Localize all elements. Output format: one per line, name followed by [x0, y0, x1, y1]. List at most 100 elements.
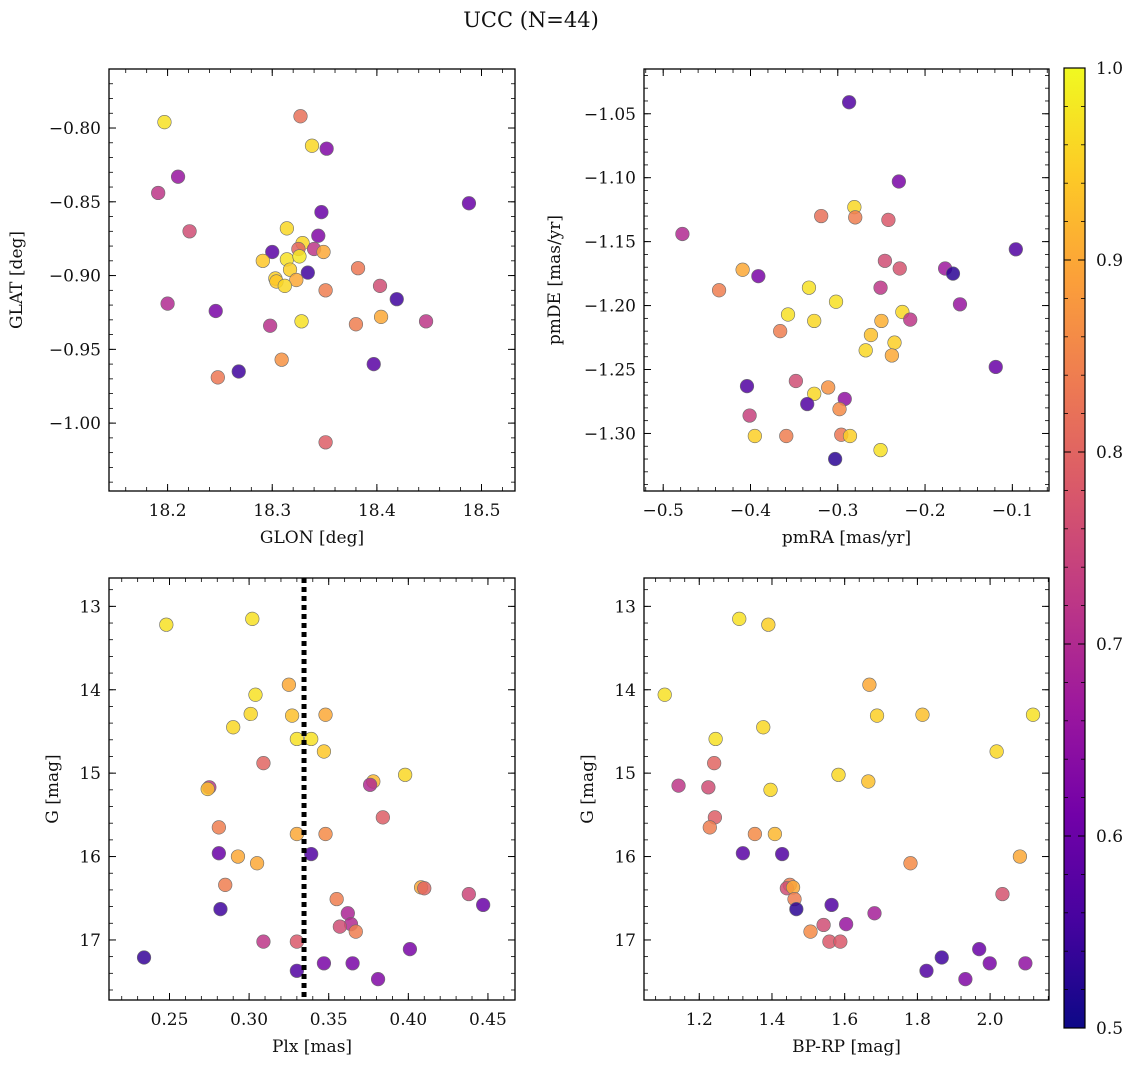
- data-point: [877, 253, 893, 268]
- data-point: [945, 266, 961, 281]
- data-point: [821, 380, 836, 395]
- y-tick-label: 13: [614, 597, 636, 617]
- x-tick-label: 18.5: [463, 501, 501, 521]
- data-point: [807, 313, 822, 329]
- data-point: [417, 881, 432, 896]
- data-point: [182, 224, 197, 239]
- data-point: [903, 312, 918, 327]
- data-point: [292, 249, 307, 264]
- data-point: [248, 687, 263, 702]
- x-tick-label: 18.2: [149, 501, 187, 521]
- data-point: [211, 846, 226, 861]
- data-point: [1008, 242, 1023, 257]
- data-point: [200, 781, 215, 797]
- x-axis-label: GLON [deg]: [260, 528, 364, 548]
- y-tick-label: −1.25: [584, 361, 636, 381]
- colorbar-tick-label: 1.0: [1096, 59, 1123, 79]
- data-point: [1018, 956, 1033, 971]
- data-point: [375, 810, 390, 825]
- data-point: [747, 826, 762, 842]
- data-point: [863, 327, 879, 343]
- data-point: [300, 265, 315, 280]
- axis-ticks: −0.5 −0.4 −0.3 −0.2 −0.1 −1.30 −1.25 −1.20 −1.15…: [584, 69, 1049, 521]
- data-point: [839, 917, 854, 932]
- x-axis-label: pmRA [mas/yr]: [782, 528, 911, 548]
- data-point: [848, 210, 863, 225]
- data-point: [277, 278, 292, 294]
- data-point: [831, 767, 846, 782]
- data-point: [989, 744, 1004, 759]
- x-tick-label: −0.2: [904, 501, 945, 521]
- data-point: [814, 208, 829, 224]
- data-point: [756, 720, 771, 735]
- data-point: [304, 138, 320, 153]
- y-axis-label: GLAT [deg]: [7, 231, 27, 329]
- data-point: [289, 731, 304, 747]
- figure-title: UCC (N=44): [463, 8, 599, 32]
- data-point: [988, 359, 1003, 375]
- data-point: [316, 244, 331, 260]
- data-point: [418, 314, 434, 329]
- colorbar-tick-label: 0.9: [1096, 251, 1123, 271]
- data-point: [231, 364, 246, 379]
- data-point: [803, 924, 818, 939]
- data-point: [919, 963, 934, 978]
- y-axis-label: pmDE [mas/yr]: [545, 215, 565, 345]
- data-point: [289, 272, 304, 288]
- data-point: [861, 774, 876, 789]
- data-point: [739, 379, 755, 394]
- data-point: [211, 820, 226, 835]
- data-point: [373, 309, 389, 324]
- data-point: [788, 373, 803, 389]
- x-tick-label: 0.30: [230, 1010, 268, 1030]
- x-tick-label: 2.0: [977, 1010, 1004, 1030]
- data-point: [213, 901, 228, 917]
- data-point: [218, 877, 233, 893]
- data-point: [869, 708, 885, 723]
- y-tick-label: 16: [79, 848, 101, 868]
- data-point: [293, 109, 308, 124]
- colorbar-tick-label: 0.5: [1096, 1019, 1123, 1039]
- data-point: [874, 313, 889, 329]
- data-point: [707, 756, 722, 771]
- axes-frame: [643, 68, 1050, 492]
- panel-bprp-g: 1.2 1.4 1.6 1.8 2.0 13 14 15 16 17 BP-RP [mag] G [m…: [578, 577, 1050, 1057]
- data-point: [170, 169, 186, 184]
- data-point: [263, 318, 278, 333]
- data-point: [281, 677, 297, 692]
- data-point: [708, 731, 723, 747]
- data-point: [279, 221, 294, 236]
- data-point: [732, 611, 747, 626]
- data-point: [389, 292, 404, 307]
- data-point: [256, 756, 271, 771]
- data-point: [892, 261, 907, 276]
- data-point: [833, 934, 848, 949]
- data-point: [345, 956, 360, 971]
- data-point: [775, 846, 790, 862]
- colorbar: 0.5 0.6 0.7 0.8 0.9 1.0: [1063, 59, 1123, 1039]
- data-point: [461, 886, 476, 902]
- axis-ticks: 18.2 18.3 18.4 18.5 −1.00 −0.95 −0.90 −0.85 −0.8…: [49, 69, 515, 521]
- data-point: [366, 357, 381, 372]
- data-point: [372, 278, 388, 294]
- y-axis-label: G [mag]: [43, 754, 63, 823]
- panel-pmra-pmde: −0.5 −0.4 −0.3 −0.2 −0.1 −1.30 −1.25 −1.20 −1.15…: [545, 68, 1050, 548]
- data-point: [332, 919, 347, 934]
- axes-frame: [108, 577, 516, 1001]
- data-point: [208, 303, 223, 319]
- axes-frame: [643, 577, 1050, 1001]
- y-tick-label: 17: [614, 931, 636, 951]
- x-tick-label: 1.8: [904, 1010, 931, 1030]
- scatter-points: [136, 611, 491, 987]
- data-point: [402, 942, 418, 957]
- data-point: [995, 886, 1010, 902]
- data-point: [767, 826, 782, 842]
- data-point: [348, 924, 363, 939]
- y-tick-label: −0.95: [49, 340, 101, 360]
- y-tick-label: −0.85: [49, 193, 101, 213]
- y-tick-label: −1.15: [584, 233, 636, 253]
- data-point: [884, 348, 899, 363]
- data-point: [319, 141, 334, 156]
- x-tick-label: 18.3: [253, 501, 291, 521]
